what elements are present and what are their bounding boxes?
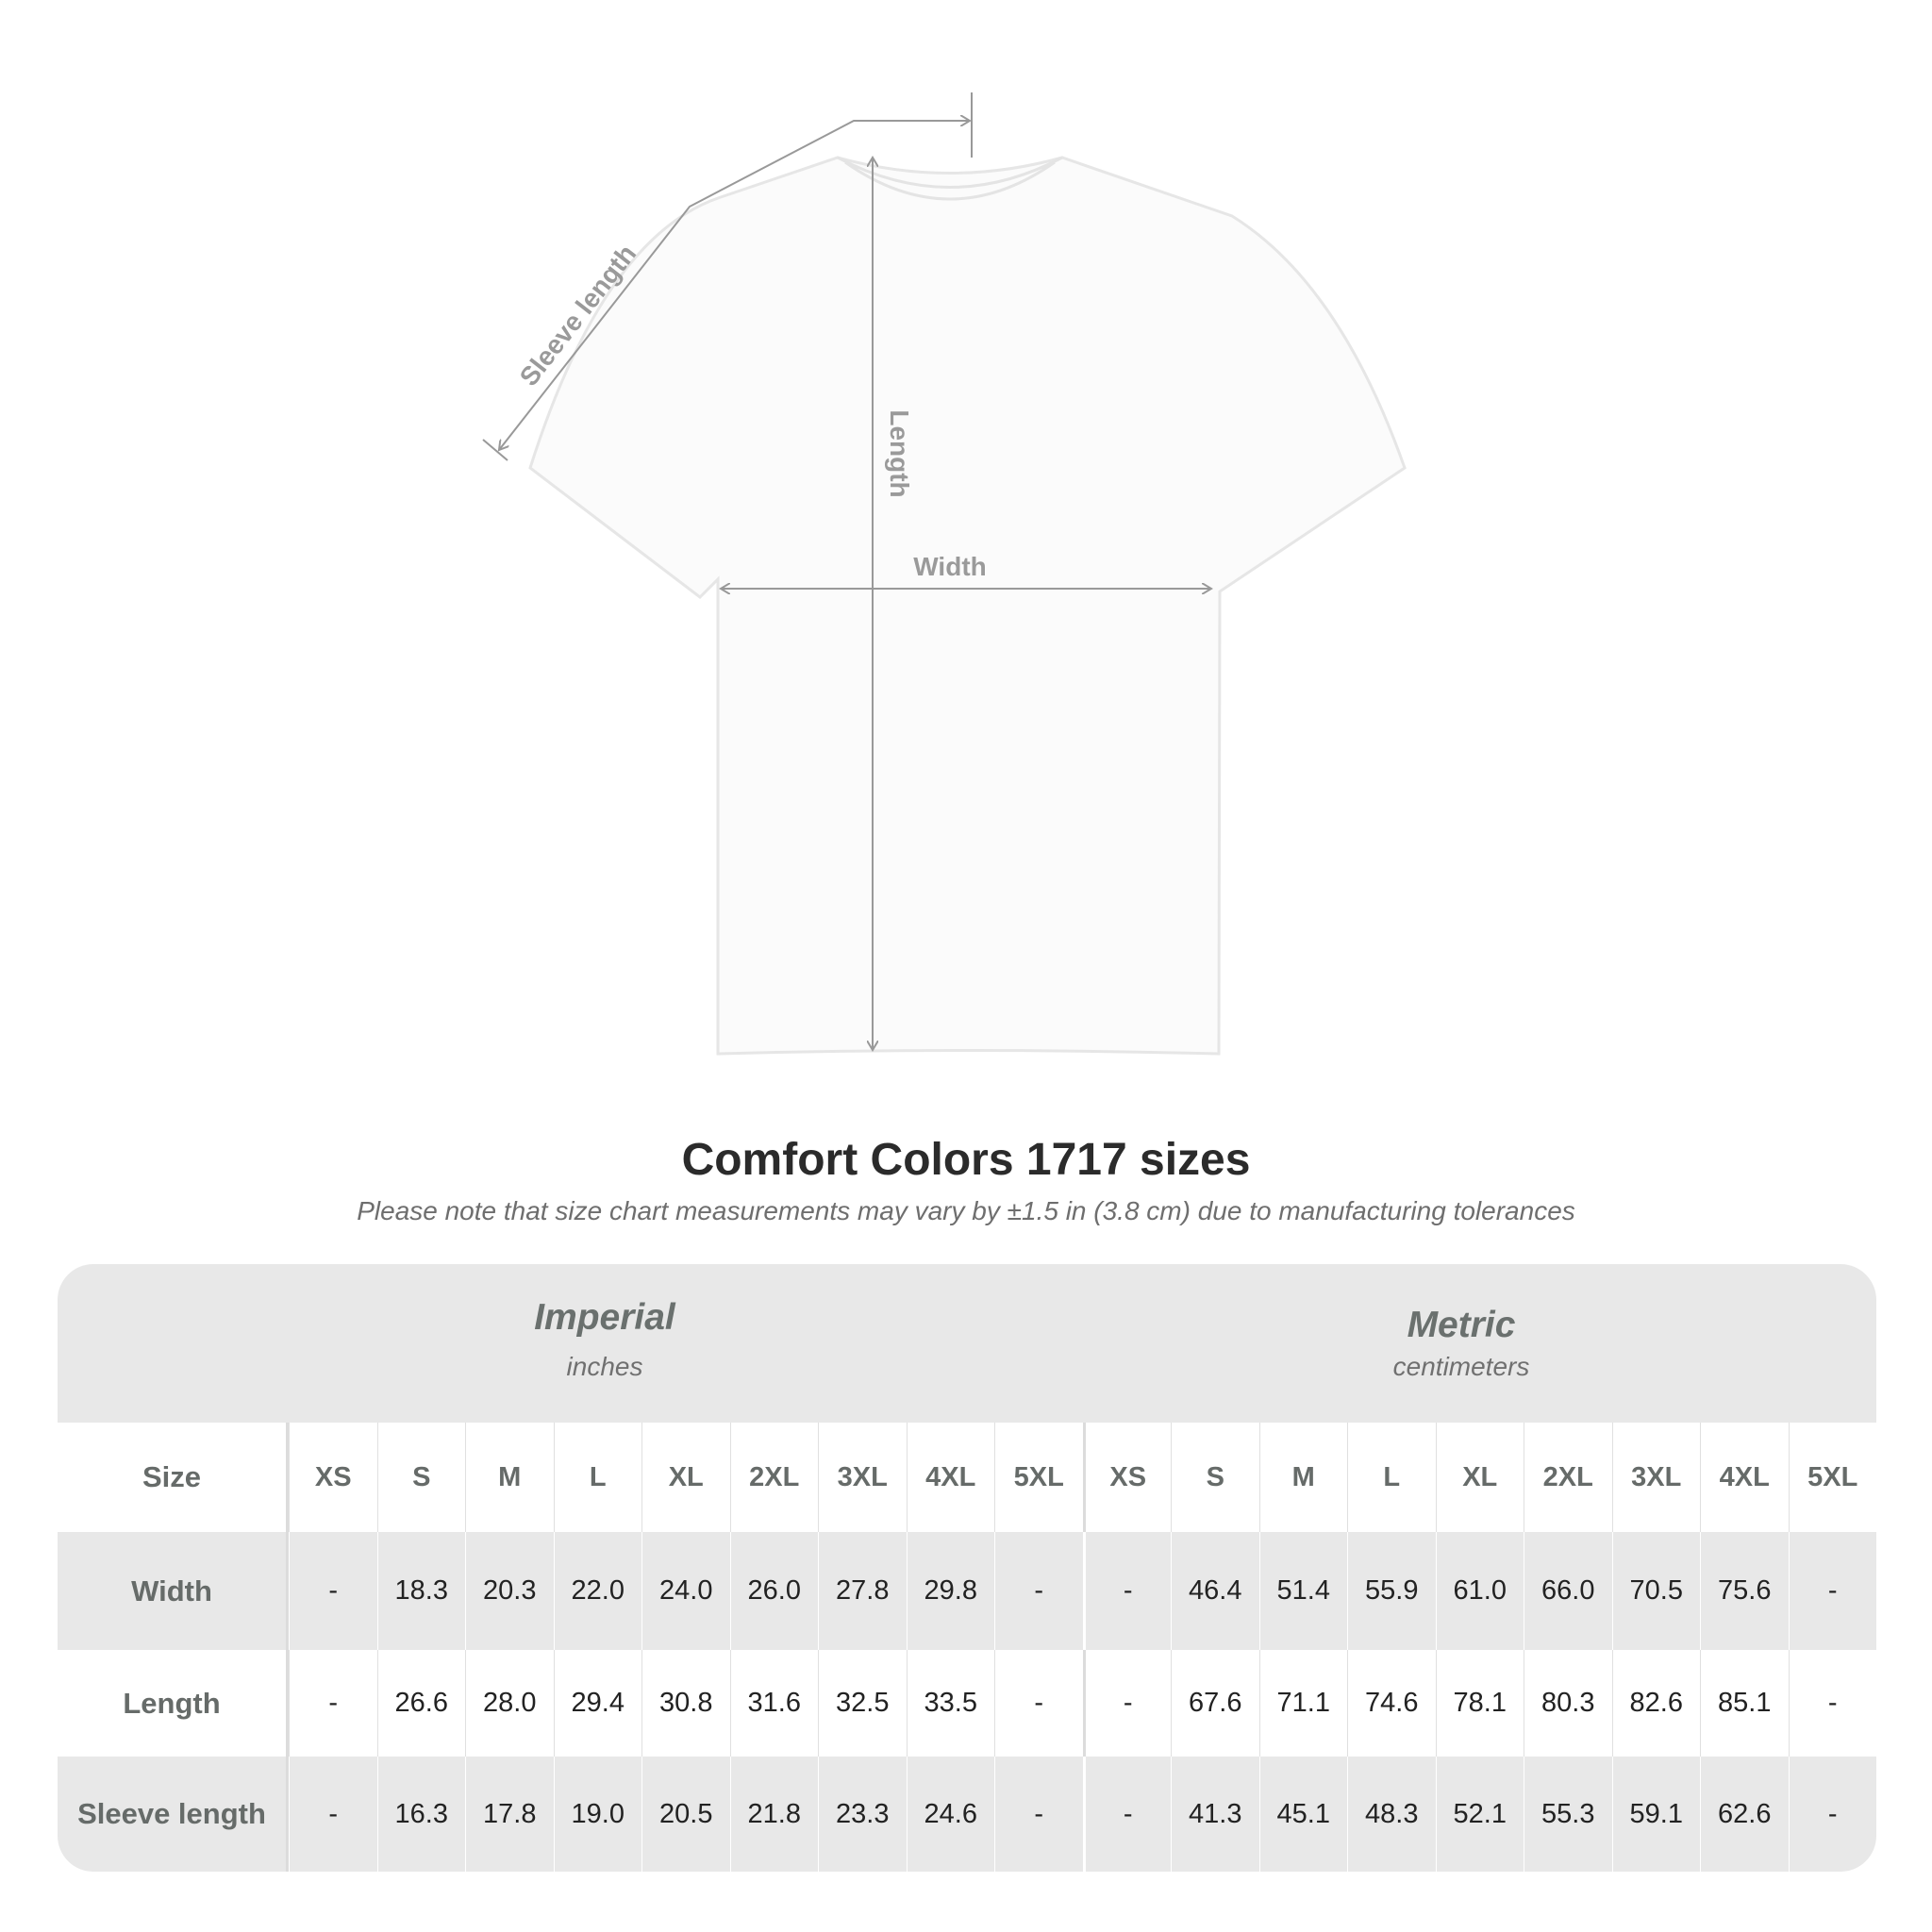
imperial-value-cell: 22.0	[553, 1532, 642, 1650]
imperial-value-cell: 32.5	[818, 1650, 907, 1757]
size-table: Imperial inches Metric centimeters Size X…	[58, 1264, 1876, 1872]
metric-value-cell: -	[1082, 1532, 1172, 1650]
metric-size-header: 5XL	[1788, 1423, 1877, 1532]
metric-header: Metric centimeters	[1225, 1305, 1697, 1382]
metric-value-cell: 55.9	[1347, 1532, 1436, 1650]
imperial-value-cell: 33.5	[906, 1650, 995, 1757]
imperial-value-cell: -	[994, 1532, 1083, 1650]
imperial-size-header: 3XL	[818, 1423, 907, 1532]
imperial-value-cell: 19.0	[553, 1757, 642, 1872]
metric-value-cell: 55.3	[1524, 1757, 1612, 1872]
metric-size-header: XS	[1082, 1423, 1172, 1532]
imperial-value-cell: -	[289, 1532, 377, 1650]
tolerance-note: Please note that size chart measurements…	[357, 1196, 1575, 1225]
sleeve-measure-tick-start	[482, 439, 508, 461]
metric-value-cell: 45.1	[1258, 1757, 1348, 1872]
imperial-value-cell: -	[994, 1650, 1083, 1757]
imperial-value-cell: 17.8	[465, 1757, 554, 1872]
page-title: Comfort Colors 1717 sizes	[681, 1135, 1251, 1185]
imperial-value-cell: 31.6	[729, 1650, 819, 1757]
metric-value-cell: -	[1788, 1532, 1877, 1650]
table-row: Sleeve length -16.3 17.8 19.0 20.5 21.8 23.3 24…	[58, 1757, 1876, 1872]
size-label: Size	[58, 1423, 289, 1532]
imperial-size-header: M	[465, 1423, 554, 1532]
metric-value-cell: 52.1	[1435, 1757, 1524, 1872]
imperial-value-cell: 20.3	[465, 1532, 554, 1650]
metric-value-cell: 82.6	[1611, 1650, 1701, 1757]
metric-value-cell: 61.0	[1435, 1532, 1524, 1650]
metric-value-cell: -	[1788, 1757, 1877, 1872]
metric-value-cell: -	[1082, 1757, 1172, 1872]
tshirt-diagram: Width Length Sleeve length	[482, 92, 1407, 1056]
imperial-value-cell: 28.0	[465, 1650, 554, 1757]
imperial-size-header: XS	[289, 1423, 377, 1532]
sleeve-measure-line	[499, 121, 970, 450]
size-header-row: Size XS S M L XL 2XL 3XL 4XL 5XL XS S M L XL 2XL 3XL 4XL 5…	[58, 1423, 1876, 1532]
metric-size-header: 3XL	[1611, 1423, 1701, 1532]
metric-value-cell: 70.5	[1611, 1532, 1701, 1650]
row-label: Width	[58, 1532, 289, 1650]
imperial-size-header: 5XL	[994, 1423, 1083, 1532]
imperial-unit: inches	[566, 1352, 643, 1381]
metric-value-cell: 67.6	[1171, 1650, 1259, 1757]
metric-value-cell: 71.1	[1258, 1650, 1348, 1757]
imperial-size-header: 2XL	[729, 1423, 819, 1532]
metric-value-cell: 85.1	[1700, 1650, 1789, 1757]
row-label: Length	[58, 1650, 289, 1757]
metric-value-cell: 41.3	[1171, 1757, 1259, 1872]
imperial-value-cell: 18.3	[376, 1532, 466, 1650]
metric-size-header: S	[1171, 1423, 1259, 1532]
row-label: Sleeve length	[58, 1757, 289, 1872]
metric-size-header: 2XL	[1524, 1423, 1612, 1532]
imperial-value-cell: 30.8	[641, 1650, 730, 1757]
imperial-value-cell: 26.6	[376, 1650, 466, 1757]
imperial-size-header: L	[553, 1423, 642, 1532]
imperial-value-cell: 16.3	[376, 1757, 466, 1872]
metric-value-cell: 59.1	[1611, 1757, 1701, 1872]
metric-title: Metric	[1407, 1305, 1516, 1345]
metric-unit: centimeters	[1392, 1352, 1530, 1381]
imperial-value-cell: 29.8	[906, 1532, 995, 1650]
metric-value-cell: 80.3	[1524, 1650, 1612, 1757]
length-label: Length	[885, 409, 914, 497]
metric-value-cell: 46.4	[1171, 1532, 1259, 1650]
metric-size-header: L	[1347, 1423, 1436, 1532]
imperial-value-cell: 21.8	[729, 1757, 819, 1872]
metric-value-cell: 62.6	[1700, 1757, 1789, 1872]
imperial-size-header: 4XL	[906, 1423, 995, 1532]
imperial-header: Imperial inches	[369, 1297, 841, 1382]
metric-size-header: M	[1258, 1423, 1348, 1532]
imperial-value-cell: 29.4	[553, 1650, 642, 1757]
imperial-title: Imperial	[534, 1297, 675, 1338]
metric-value-cell: 75.6	[1700, 1532, 1789, 1650]
metric-size-header: XL	[1435, 1423, 1524, 1532]
metric-value-cell: -	[1788, 1650, 1877, 1757]
imperial-value-cell: -	[289, 1650, 377, 1757]
imperial-value-cell: 24.6	[906, 1757, 995, 1872]
table-row: Width -18.3 20.3 22.0 24.0 26.0 27.8 29.8- -46.4…	[58, 1532, 1876, 1650]
tshirt-image	[528, 156, 1407, 1056]
metric-value-cell: 66.0	[1524, 1532, 1612, 1650]
imperial-size-header: S	[376, 1423, 466, 1532]
metric-value-cell: -	[1082, 1650, 1172, 1757]
table-row: Length -26.6 28.0 29.4 30.8 31.6 32.5 33.5- -67.…	[58, 1650, 1876, 1757]
metric-value-cell: 51.4	[1258, 1532, 1348, 1650]
imperial-value-cell: 26.0	[729, 1532, 819, 1650]
imperial-value-cell: -	[994, 1757, 1083, 1872]
width-label: Width	[913, 552, 987, 581]
imperial-value-cell: 23.3	[818, 1757, 907, 1872]
imperial-value-cell: 20.5	[641, 1757, 730, 1872]
imperial-value-cell: -	[289, 1757, 377, 1872]
metric-value-cell: 78.1	[1435, 1650, 1524, 1757]
metric-size-header: 4XL	[1700, 1423, 1789, 1532]
imperial-value-cell: 24.0	[641, 1532, 730, 1650]
metric-value-cell: 48.3	[1347, 1757, 1436, 1872]
imperial-size-header: XL	[641, 1423, 730, 1532]
metric-value-cell: 74.6	[1347, 1650, 1436, 1757]
imperial-value-cell: 27.8	[818, 1532, 907, 1650]
